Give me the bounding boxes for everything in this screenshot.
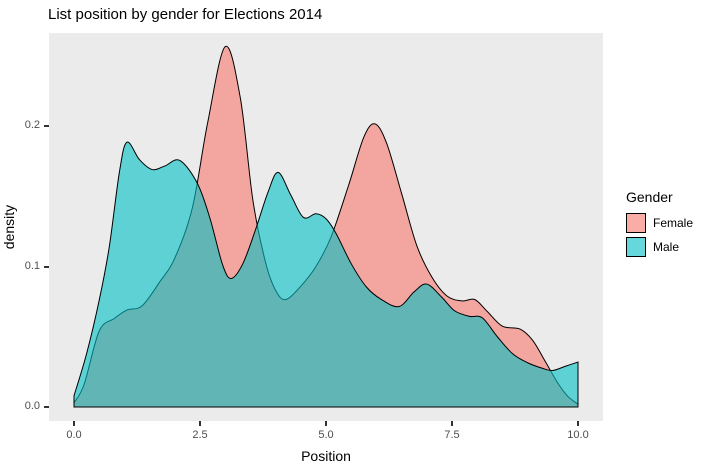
density-curves [73, 46, 579, 408]
x-tick-label: 10.0 [567, 429, 589, 441]
x-tick-mark [325, 421, 327, 426]
y-tick-mark [44, 406, 49, 408]
x-tick-label: 7.5 [444, 429, 460, 441]
plot-panel [49, 33, 603, 421]
x-tick-mark [451, 421, 453, 426]
legend: Gender Female Male [626, 189, 693, 261]
y-tick-label: 0.1 [24, 259, 40, 272]
y-tick-mark [44, 125, 49, 127]
y-tick-mark [44, 265, 49, 268]
x-tick-label: 5.0 [318, 429, 334, 441]
legend-swatch-male [626, 237, 646, 257]
y-tick-label: 0.0 [24, 400, 40, 412]
y-axis-title: density [1, 204, 17, 250]
x-tick-mark [577, 421, 579, 426]
x-tick-label: 2.5 [192, 429, 208, 441]
legend-entry-male: Male [626, 237, 693, 257]
x-tick-label: 0.0 [66, 429, 82, 441]
legend-title: Gender [626, 189, 673, 205]
y-tick-label: 0.2 [24, 119, 40, 131]
legend-swatch-female [626, 213, 646, 233]
legend-entries: Female Male [626, 213, 693, 257]
x-tick-mark [73, 421, 75, 426]
x-axis-title: Position [301, 448, 351, 464]
legend-label: Male [653, 240, 680, 254]
density-area-male [73, 141, 579, 408]
plot-title: List position by gender for Elections 20… [48, 6, 323, 23]
x-tick-mark [199, 421, 201, 426]
legend-label: Female [653, 216, 694, 230]
legend-entry-female: Female [626, 213, 693, 233]
